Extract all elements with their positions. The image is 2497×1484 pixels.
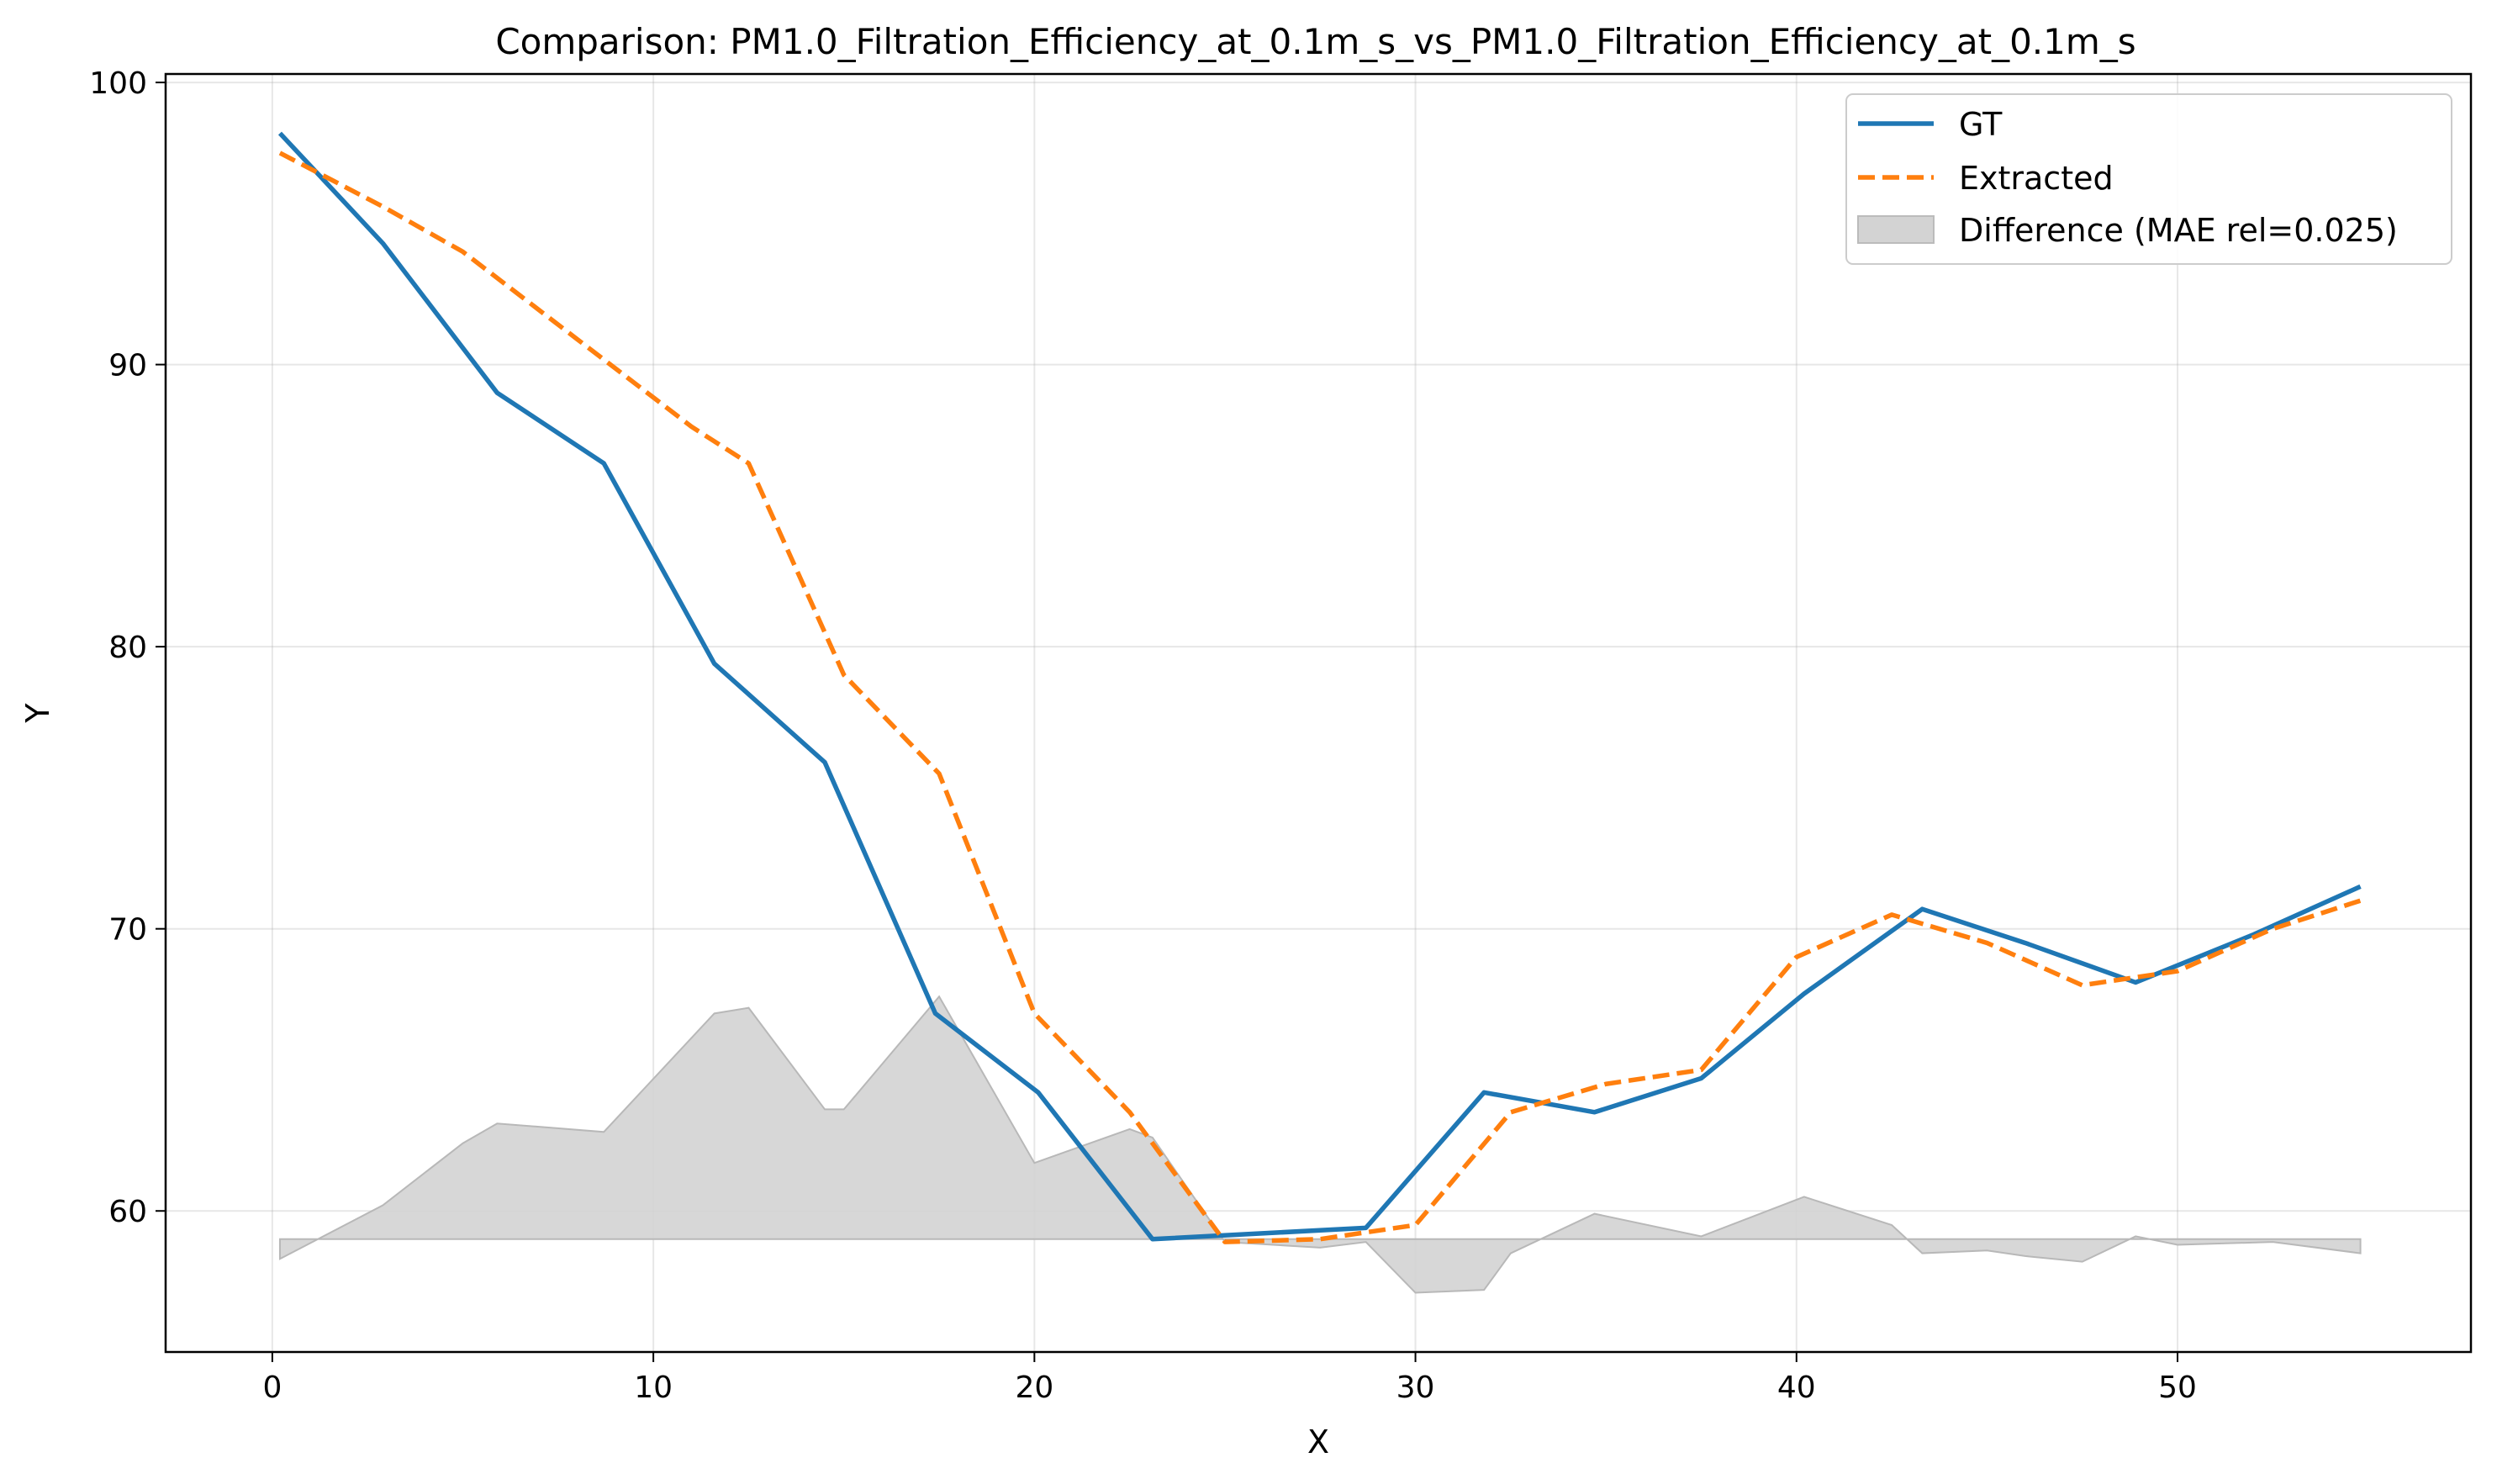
series-lines-group bbox=[277, 131, 2362, 1244]
x-tick-label: 10 bbox=[634, 1370, 673, 1405]
y-tick-label: 90 bbox=[108, 349, 147, 383]
x-axis-label: X bbox=[1307, 1423, 1329, 1460]
axis-ticks: 0 10 20 30 40 50 60 70 80 90 100 bbox=[89, 66, 2197, 1405]
series-line-gt bbox=[277, 131, 2362, 1242]
x-tick-label: 30 bbox=[1396, 1370, 1435, 1405]
y-tick-label: 100 bbox=[89, 66, 147, 101]
series-line-extracted bbox=[278, 151, 2362, 1244]
y-axis-label: Y bbox=[19, 703, 56, 724]
legend: GT Extracted Difference (MAE rel=0.025) bbox=[1845, 93, 2452, 265]
plot-frame bbox=[164, 72, 2473, 1354]
legend-gt-label: GT bbox=[1959, 106, 2003, 143]
y-tick-label: 80 bbox=[108, 631, 147, 665]
x-tick-label: 50 bbox=[2158, 1370, 2197, 1405]
x-tick-label: 40 bbox=[1777, 1370, 1816, 1405]
legend-difference-label: Difference (MAE rel=0.025) bbox=[1959, 212, 2398, 249]
x-tick-label: 0 bbox=[262, 1370, 282, 1405]
difference-area-group bbox=[278, 995, 2362, 1294]
chart-title: Comparison: PM1.0_Filtration_Efficiency_… bbox=[495, 21, 2135, 62]
y-tick-label: 60 bbox=[108, 1195, 147, 1229]
grid-lines bbox=[166, 74, 2471, 1352]
x-tick-label: 20 bbox=[1015, 1370, 1053, 1405]
legend-box bbox=[1845, 93, 2452, 265]
y-tick-label: 70 bbox=[108, 913, 147, 948]
legend-difference-swatch bbox=[1857, 215, 1935, 244]
legend-extracted-label: Extracted bbox=[1959, 160, 2114, 197]
difference-area bbox=[278, 995, 2362, 1294]
